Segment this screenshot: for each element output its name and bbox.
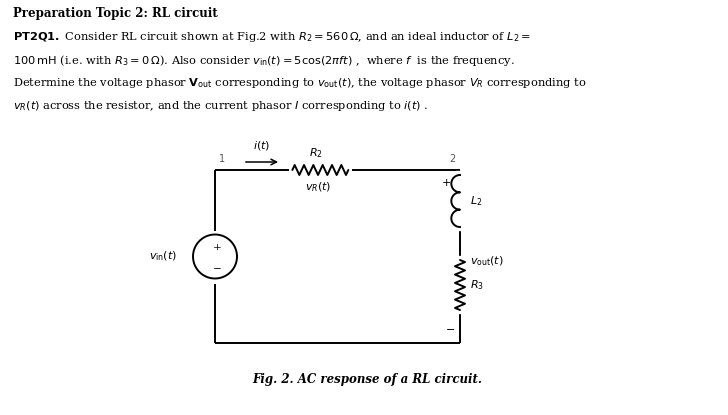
Text: $v_{\mathrm{in}}(t)$: $v_{\mathrm{in}}(t)$ — [149, 250, 177, 263]
Text: Preparation Topic 2: RL circuit: Preparation Topic 2: RL circuit — [13, 7, 218, 20]
Text: $v_R(t)$: $v_R(t)$ — [305, 180, 331, 194]
Text: $-$: $-$ — [212, 261, 222, 271]
Text: Determine the voltage phasor $\mathbf{V}_{\mathrm{out}}$ corresponding to $v_{\m: Determine the voltage phasor $\mathbf{V}… — [13, 76, 586, 90]
Text: $-$: $-$ — [445, 323, 455, 333]
Text: $\mathbf{PT2Q1.}$ Consider RL circuit shown at Fig.2 with $R_2 = 560\,\Omega$, a: $\mathbf{PT2Q1.}$ Consider RL circuit sh… — [13, 30, 531, 44]
Text: 1: 1 — [219, 154, 225, 164]
Text: 2: 2 — [450, 154, 456, 164]
Text: +: + — [441, 178, 451, 188]
Text: $v_R(t)$ across the resistor, and the current phasor $I$ corresponding to $i(t)$: $v_R(t)$ across the resistor, and the cu… — [13, 99, 428, 113]
Text: $i(t)$: $i(t)$ — [253, 139, 271, 152]
Text: $L_2$: $L_2$ — [470, 194, 483, 208]
Text: Fig. 2. AC response of a RL circuit.: Fig. 2. AC response of a RL circuit. — [253, 373, 483, 386]
Text: +: + — [213, 243, 221, 252]
Text: $R_3$: $R_3$ — [470, 278, 484, 292]
Text: $R_2$: $R_2$ — [309, 146, 323, 160]
Text: $100\,\mathrm{mH}$ (i.e. with $R_3 = 0\,\Omega$). Also consider $v_{\mathrm{in}}: $100\,\mathrm{mH}$ (i.e. with $R_3 = 0\,… — [13, 53, 515, 68]
Text: $v_{\mathrm{out}}(t)$: $v_{\mathrm{out}}(t)$ — [470, 255, 504, 269]
